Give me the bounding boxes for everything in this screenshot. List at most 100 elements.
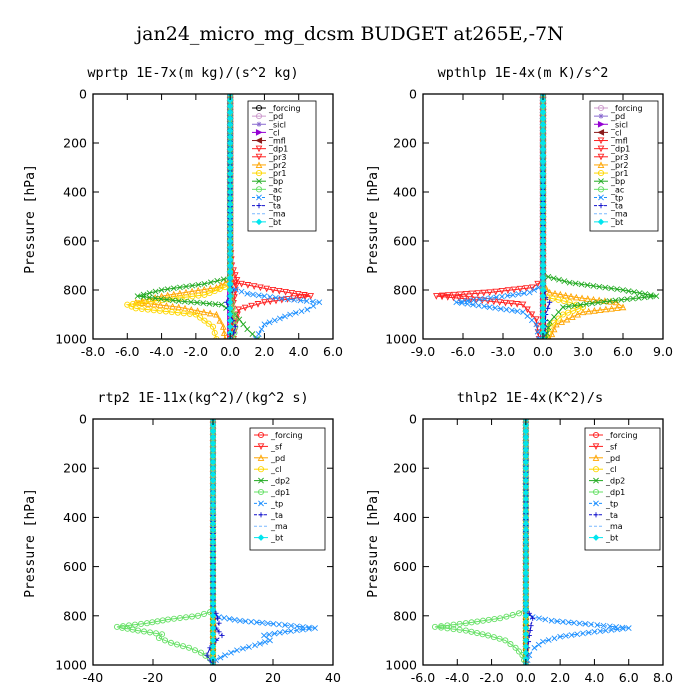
data-point [209, 508, 217, 515]
data-point [545, 273, 552, 280]
data-point [226, 164, 234, 171]
data-point [242, 618, 249, 625]
data-point [539, 170, 547, 177]
data-point [591, 628, 598, 635]
data-point [531, 287, 538, 293]
data-point [152, 630, 160, 637]
data-point [158, 296, 165, 302]
data-point [502, 299, 509, 307]
x-tick-label: 6.0 [323, 344, 343, 359]
data-point [209, 538, 217, 546]
data-point [522, 624, 530, 632]
data-point [218, 301, 225, 308]
data-point [152, 288, 159, 295]
data-point [510, 291, 516, 298]
data-point [519, 301, 527, 309]
data-point [560, 297, 568, 305]
legend-marker [598, 203, 604, 209]
data-point [307, 293, 315, 300]
legend-label: _ta [610, 202, 623, 211]
data-point [535, 284, 542, 291]
data-point [158, 631, 166, 638]
data-point [158, 287, 165, 293]
data-point [529, 284, 536, 292]
data-point [522, 637, 530, 644]
data-point [522, 538, 530, 546]
legend-label: _forcing [268, 104, 301, 113]
panel-thlp2: thlp2 1E-4x(K^2)/s Pressure [hPa] -6.0 -4… [366, 390, 673, 685]
data-point [569, 313, 576, 320]
data-point [220, 276, 227, 283]
data-point [522, 618, 530, 626]
data-point [214, 277, 221, 284]
data-point [226, 317, 234, 324]
legend-label: _forcing [610, 104, 643, 113]
data-point [516, 285, 524, 293]
y-axis-label: Pressure [hPa] [366, 164, 381, 274]
data-point [140, 628, 148, 635]
data-point [557, 290, 564, 298]
data-point [232, 286, 239, 293]
data-point [619, 624, 626, 631]
data-point [444, 625, 451, 632]
data-point [551, 314, 558, 320]
data-point [261, 299, 268, 306]
legend-marker [255, 161, 263, 168]
data-point [522, 434, 530, 441]
data-point [578, 281, 585, 288]
data-point [189, 282, 196, 289]
data-point [294, 627, 300, 634]
data-point [221, 615, 228, 621]
data-point [217, 281, 225, 289]
data-point [316, 299, 323, 306]
data-point [219, 632, 225, 639]
legend-marker [256, 194, 262, 201]
data-point [240, 645, 246, 652]
data-point [618, 296, 625, 303]
data-point [608, 627, 615, 633]
legend-label: _dp1 [270, 488, 290, 497]
legend-label: _sicl [610, 120, 628, 129]
data-point [539, 127, 547, 134]
data-point [240, 321, 247, 328]
data-point [206, 309, 214, 317]
y-tick-label: 0 [409, 87, 417, 102]
data-point [226, 213, 234, 220]
data-point [514, 308, 521, 315]
data-point [534, 328, 541, 335]
data-point [167, 639, 175, 646]
data-point [209, 563, 217, 570]
data-point [539, 164, 547, 171]
legend-label: _tp [610, 193, 623, 202]
data-point [191, 647, 199, 654]
data-point [214, 615, 221, 621]
x-tick-label: -3.0 [491, 344, 515, 359]
data-point [542, 616, 549, 623]
legend-marker [257, 466, 265, 473]
data-point [503, 306, 510, 313]
data-point [194, 612, 202, 619]
data-point [234, 647, 240, 654]
data-point [236, 316, 243, 323]
data-point [135, 300, 142, 307]
data-point [226, 96, 234, 104]
data-point [209, 649, 217, 656]
data-point [222, 279, 229, 286]
data-point [450, 294, 457, 302]
data-point [156, 307, 163, 314]
data-point [181, 298, 188, 305]
data-point [231, 279, 239, 287]
data-point [258, 326, 265, 333]
legend-label: _bt [610, 218, 623, 227]
data-point [475, 302, 482, 309]
y-tick-label: 200 [63, 136, 87, 151]
data-point [201, 317, 208, 324]
legend-marker [255, 218, 263, 226]
data-point [226, 262, 234, 269]
data-point [528, 623, 534, 629]
data-point [596, 283, 603, 290]
data-point [545, 637, 552, 643]
panel-title: wpthlp 1E-4x(m K)/s^2 [438, 65, 609, 81]
legend-marker [255, 113, 263, 120]
